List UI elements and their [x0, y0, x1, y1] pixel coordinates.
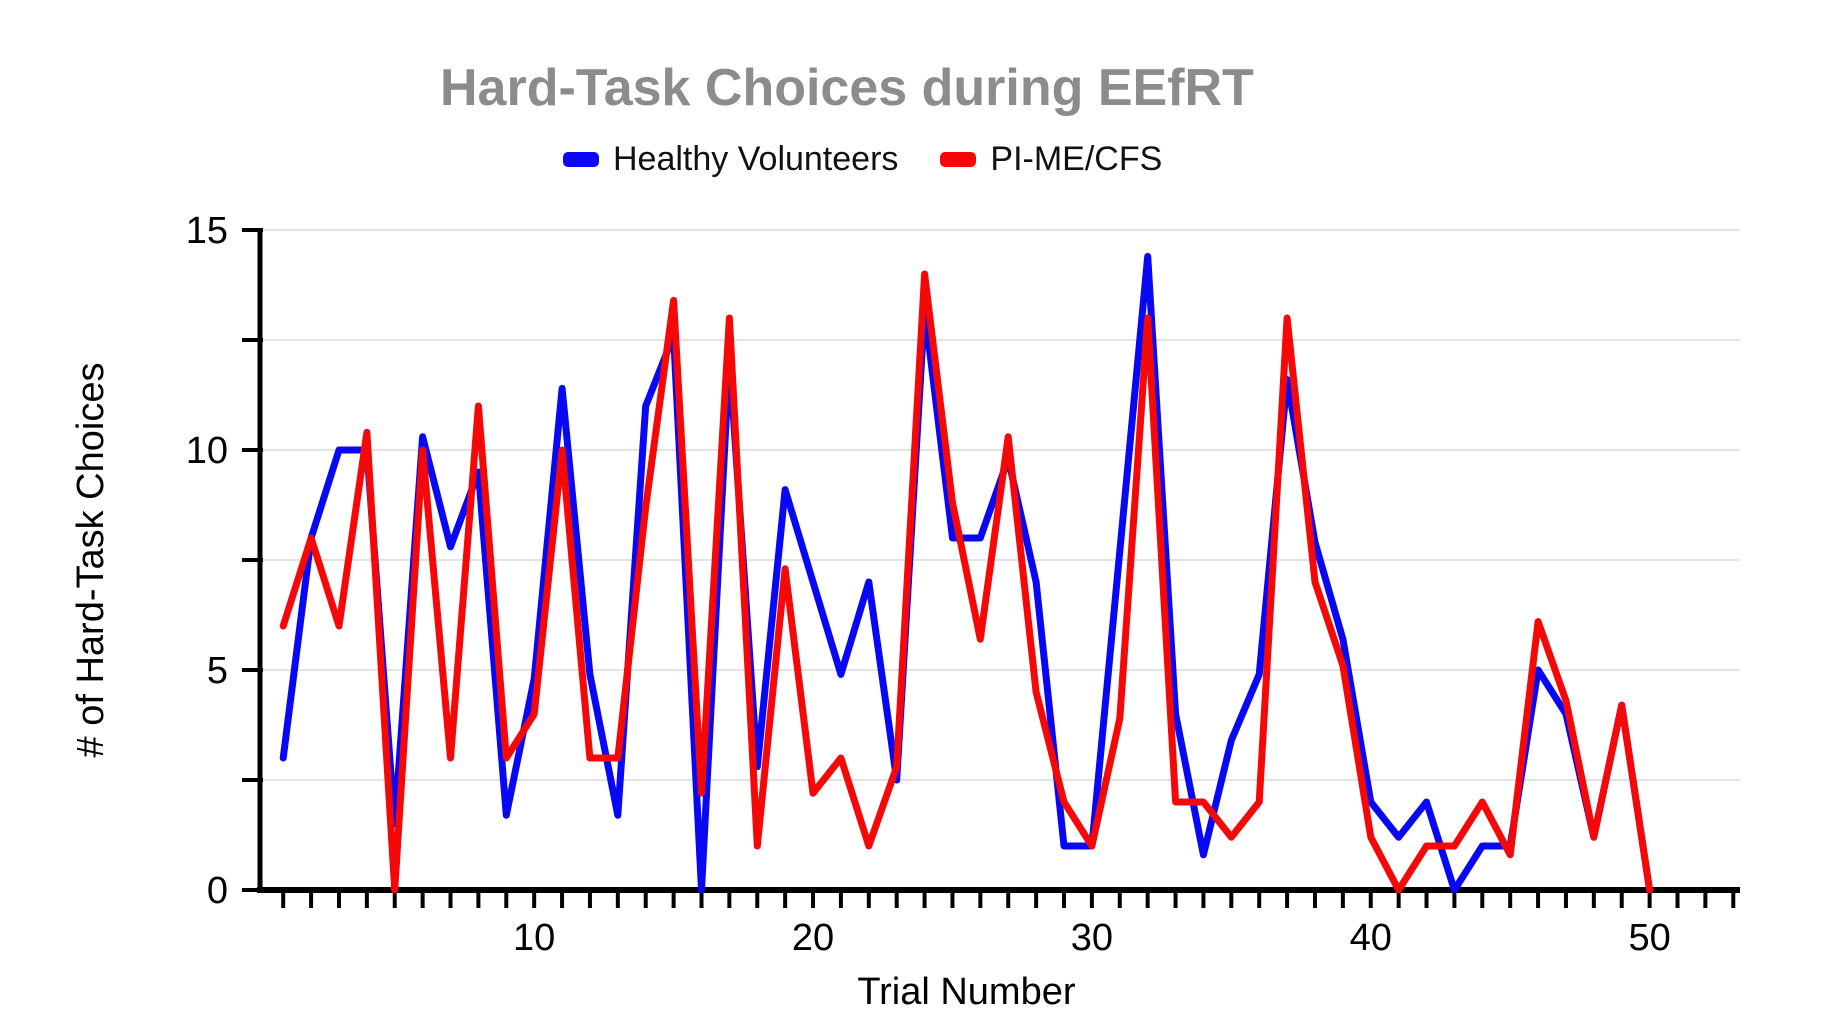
legend-swatch-red: [940, 152, 977, 167]
legend-swatch-blue: [563, 152, 599, 167]
x-tick-label: 20: [792, 917, 834, 959]
x-tick-label: 30: [1071, 917, 1113, 959]
legend-item-healthy-volunteers: Healthy Volunteers: [563, 140, 898, 179]
y-tick-label: 10: [186, 430, 228, 472]
series-line-healthy-volunteers: [279, 252, 1654, 894]
legend-label: PI-ME/CFS: [990, 140, 1163, 178]
x-axis-title: Trial Number: [857, 971, 1076, 1013]
legend: Healthy Volunteers PI-ME/CFS: [563, 140, 1162, 179]
x-tick-label: 50: [1628, 917, 1670, 959]
x-tick-label: 40: [1350, 917, 1392, 959]
y-tick-label: 5: [207, 650, 228, 692]
y-tick-label: 0: [207, 870, 228, 912]
series-line-pi-me-cfs: [279, 270, 1654, 894]
legend-label: Healthy Volunteers: [613, 140, 899, 178]
chart-title: Hard-Task Choices during EEfRT: [440, 59, 1254, 117]
y-tick-label: 15: [186, 210, 228, 252]
x-tick-label: 10: [513, 917, 555, 959]
y-axis-title: # of Hard-Task Choices: [70, 363, 112, 758]
legend-item-pi-me-cfs: PI-ME/CFS: [940, 140, 1162, 179]
